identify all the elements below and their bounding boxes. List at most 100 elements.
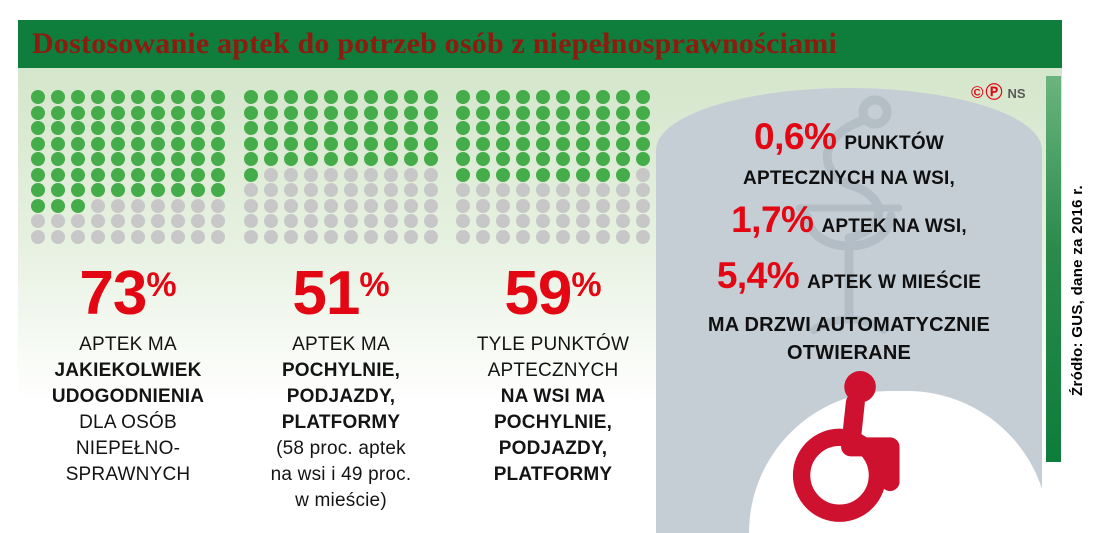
dot-filled	[191, 90, 205, 104]
dot-filled	[131, 90, 145, 104]
stat-label: APTEK MA POCHYLNIE, PODJAZDY, PLATFORMY (58 …	[233, 332, 449, 514]
dot-filled	[131, 183, 145, 197]
dot-empty	[91, 198, 105, 213]
dot-empty	[191, 229, 205, 244]
stat-label-line: NA WSI MA	[500, 386, 606, 407]
dot-filled	[111, 121, 125, 135]
dot-empty	[404, 198, 418, 213]
dot-filled	[131, 121, 145, 135]
dot-filled	[31, 90, 45, 104]
stat-label: APTEK MA JAKIEKOLWIEK UDOGODNIENIA DLA OSÓB…	[20, 332, 236, 488]
dot-filled	[304, 121, 318, 135]
stat-label-line: na wsi i 49 proc.	[270, 464, 412, 485]
dot-empty	[91, 214, 105, 228]
stat-block-59: 59% TYLE PUNKTÓW APTECZNYCH NA WSI MA POCHY…	[445, 252, 661, 488]
dot-empty	[111, 198, 125, 213]
dot-filled	[111, 90, 125, 104]
dot-filled	[171, 152, 185, 166]
dot-filled	[71, 183, 85, 197]
dot-filled	[516, 167, 530, 182]
dot-empty	[424, 167, 438, 182]
page-title: Dostosowanie aptek do potrzeb osób z nie…	[32, 27, 837, 60]
dot-filled	[556, 167, 570, 182]
dot-filled	[536, 152, 550, 166]
dot-empty	[576, 183, 590, 197]
dot-empty	[364, 183, 378, 197]
dot-empty	[404, 214, 418, 228]
dot-filled	[404, 90, 418, 104]
dot-filled	[536, 136, 550, 151]
stat-label-line: NIEPEŁNO-	[75, 438, 181, 459]
dot-empty	[384, 229, 398, 244]
dot-empty	[264, 183, 278, 197]
dot-filled	[424, 121, 438, 135]
dot-filled	[304, 90, 318, 104]
panel-line-text: APTECZNYCH NA WSI,	[743, 168, 955, 189]
dot-filled	[31, 183, 45, 197]
dot-filled	[516, 105, 530, 120]
dot-empty	[616, 214, 630, 228]
dot-filled	[344, 136, 358, 151]
dot-filled	[71, 121, 85, 135]
stat-label-line: PLATFORMY	[493, 464, 613, 485]
dot-filled	[596, 136, 610, 151]
dot-filled	[31, 152, 45, 166]
dot-filled	[636, 136, 650, 151]
percent-sign: %	[571, 266, 602, 304]
dot-empty	[151, 198, 165, 213]
dot-filled	[91, 167, 105, 182]
dot-empty	[344, 167, 358, 182]
dot-filled	[71, 198, 85, 213]
dot-filled	[456, 90, 470, 104]
dot-filled	[496, 167, 510, 182]
dot-empty	[476, 214, 490, 228]
dot-filled	[211, 152, 225, 166]
dot-filled	[211, 90, 225, 104]
dot-filled	[111, 167, 125, 182]
stat-value: 51%	[292, 259, 390, 328]
stat-label-line: APTEK MA	[79, 334, 177, 355]
header-bar: Dostosowanie aptek do potrzeb osób z nie…	[18, 20, 1062, 68]
dot-filled	[91, 121, 105, 135]
dot-empty	[636, 198, 650, 213]
dot-empty	[556, 183, 570, 197]
dot-empty	[324, 167, 338, 182]
dot-empty	[404, 229, 418, 244]
dot-filled	[191, 121, 205, 135]
dot-empty	[324, 198, 338, 213]
dot-filled	[91, 105, 105, 120]
dot-filled	[244, 167, 258, 182]
dot-empty	[264, 198, 278, 213]
dot-empty	[131, 214, 145, 228]
dot-empty	[576, 229, 590, 244]
dot-grid-2	[244, 90, 438, 244]
dot-empty	[211, 214, 225, 228]
dot-filled	[91, 152, 105, 166]
dot-empty	[384, 167, 398, 182]
dot-empty	[496, 214, 510, 228]
dot-filled	[244, 121, 258, 135]
dot-filled	[496, 121, 510, 135]
dot-filled	[324, 121, 338, 135]
dot-filled	[51, 121, 65, 135]
dot-empty	[244, 229, 258, 244]
dot-filled	[384, 136, 398, 151]
dot-filled	[456, 105, 470, 120]
dot-filled	[324, 105, 338, 120]
stat-label-line: PODJAZDY,	[286, 386, 396, 407]
dot-filled	[244, 152, 258, 166]
dot-filled	[596, 121, 610, 135]
stat-value: 73%	[79, 259, 177, 328]
dot-empty	[191, 214, 205, 228]
dot-empty	[211, 229, 225, 244]
dot-filled	[516, 121, 530, 135]
dot-filled	[51, 167, 65, 182]
dot-filled	[71, 90, 85, 104]
dot-empty	[264, 214, 278, 228]
panel-line-text: APTEK NA WSI,	[821, 216, 967, 237]
dot-empty	[211, 198, 225, 213]
dot-filled	[344, 152, 358, 166]
dot-empty	[596, 183, 610, 197]
dot-filled	[556, 136, 570, 151]
